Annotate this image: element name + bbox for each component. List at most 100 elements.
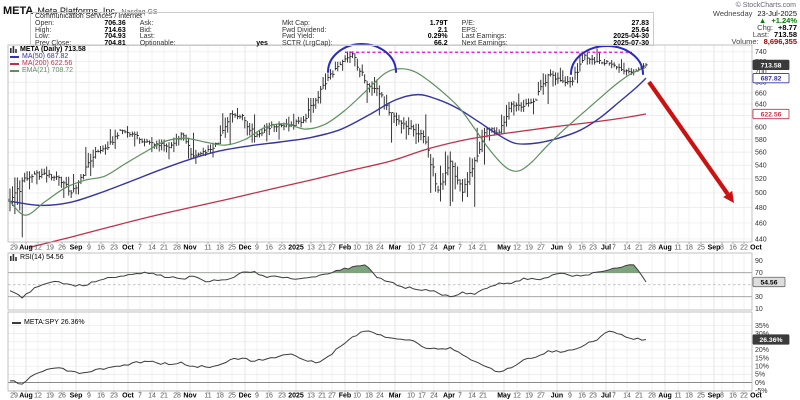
svg-text:Oct: Oct <box>750 393 762 400</box>
ema21-label: EMA(21) <box>22 67 50 74</box>
svg-text:May: May <box>497 393 511 400</box>
svg-text:19: 19 <box>525 245 533 252</box>
change-row: Chg: +8.77 <box>627 24 797 32</box>
svg-text:25: 25 <box>697 245 705 252</box>
price-panel-legend: META (Daily) 713.58 MA(50) 687.82 MA(200… <box>10 46 86 74</box>
rsi-line <box>9 264 647 299</box>
svg-text:24: 24 <box>430 245 438 252</box>
svg-text:22: 22 <box>740 393 748 400</box>
svg-text:540: 540 <box>755 163 767 170</box>
svg-text:9: 9 <box>87 245 91 252</box>
svg-text:21: 21 <box>160 393 168 400</box>
svg-text:Jun: Jun <box>551 393 563 400</box>
svg-text:9: 9 <box>568 245 572 252</box>
svg-text:16: 16 <box>97 393 105 400</box>
quote-row: Open: 706.36 <box>35 20 126 28</box>
quote-column: Mkt Cap: 1.79T Fwd Dividend: 2.1 Fwd Yield: 0… <box>281 20 448 47</box>
svg-text:Feb: Feb <box>339 393 351 400</box>
ratio-label: META:SPY <box>24 319 59 326</box>
quote-column: Ask: Bid: Last: Optionable: yes <box>140 20 268 47</box>
svg-text:Mar: Mar <box>389 393 402 400</box>
svg-text:Sep: Sep <box>70 393 83 400</box>
ratio-line-swatch <box>12 321 21 324</box>
grid-lines <box>8 45 752 391</box>
svg-text:8: 8 <box>720 245 724 252</box>
percent-change-row: ▲ +1.24% <box>627 17 797 25</box>
svg-text:21: 21 <box>318 245 326 252</box>
quote-label: Mkt Cap: <box>281 20 310 27</box>
svg-text:16: 16 <box>265 393 273 400</box>
svg-text:14: 14 <box>148 393 156 400</box>
svg-text:28: 28 <box>173 393 181 400</box>
quote-label: Fwd Yield: <box>281 33 315 41</box>
quote-label: EPS: <box>461 26 478 34</box>
date-row: Wednesday 23-Jul-2025 <box>627 9 797 18</box>
svg-text:16: 16 <box>729 393 737 400</box>
svg-text:29: 29 <box>10 393 18 400</box>
svg-text:0%: 0% <box>755 380 765 387</box>
svg-text:26: 26 <box>58 245 66 252</box>
ratio-panel-legend: META:SPY 26.36% <box>12 319 85 326</box>
svg-text:Sep: Sep <box>70 245 83 252</box>
quote-value: 2.1 <box>437 26 448 34</box>
rsi-series-icon <box>10 254 17 261</box>
volume-value: 8,696,355 <box>763 36 797 46</box>
svg-text:Dec: Dec <box>239 245 252 252</box>
last-row: Last: 713.58 <box>627 30 797 39</box>
svg-text:25: 25 <box>697 393 705 400</box>
svg-text:14: 14 <box>468 245 476 252</box>
svg-text:19: 19 <box>525 393 533 400</box>
svg-text:2025: 2025 <box>288 245 304 252</box>
svg-text:18: 18 <box>216 393 224 400</box>
double-top-arc-2 <box>570 45 644 75</box>
quote-value: 1.79T <box>429 20 448 27</box>
svg-text:23: 23 <box>110 393 118 400</box>
svg-text:54.56: 54.56 <box>760 279 777 286</box>
svg-text:21: 21 <box>635 393 643 400</box>
svg-text:23: 23 <box>589 393 597 400</box>
date-value: 23-Jul-2025 <box>757 9 797 18</box>
svg-text:90: 90 <box>755 258 763 265</box>
ma50-line-swatch <box>10 55 19 58</box>
svg-text:27: 27 <box>328 393 336 400</box>
quote-row: EPS: 25.64 <box>461 26 649 35</box>
quote-value: 704.81 <box>104 39 126 47</box>
svg-text:460: 460 <box>755 220 767 227</box>
quote-row: Fwd Yield: 0.29% <box>281 33 448 41</box>
quote-value: 66.2 <box>434 39 448 47</box>
svg-text:21: 21 <box>479 393 487 400</box>
ema21-value: 708.72 <box>51 67 73 74</box>
ratio-axis-box: 26.36% <box>752 334 790 345</box>
svg-text:7: 7 <box>138 245 142 252</box>
price-axis-box-687.82: 687.82 <box>752 73 790 84</box>
svg-text:Sep: Sep <box>708 393 721 400</box>
quote-label: Last Earnings: <box>461 33 507 41</box>
svg-text:12: 12 <box>513 245 521 252</box>
svg-text:20%: 20% <box>755 347 769 354</box>
svg-text:660: 660 <box>755 90 767 97</box>
svg-text:580: 580 <box>755 137 767 144</box>
svg-text:8: 8 <box>720 393 724 400</box>
price-axis-box-713.58: 713.58 <box>752 59 790 70</box>
rsi-overbought-fill <box>10 264 646 273</box>
svg-text:600: 600 <box>755 125 767 132</box>
svg-text:23: 23 <box>110 245 118 252</box>
svg-text:10: 10 <box>353 393 361 400</box>
svg-text:Oct: Oct <box>750 245 762 252</box>
svg-text:-5%: -5% <box>755 388 767 395</box>
quote-row: Bid: <box>140 27 268 35</box>
svg-text:7: 7 <box>612 245 616 252</box>
quote-row: Next Earnings: 2025-07-30 <box>461 39 649 48</box>
svg-text:2025: 2025 <box>288 393 304 400</box>
svg-text:480: 480 <box>755 205 767 212</box>
quote-label: Next Earnings: <box>461 39 508 47</box>
rsi-panel <box>7 252 753 311</box>
quote-value: 704.93 <box>104 33 126 41</box>
svg-text:Apr: Apr <box>443 393 455 400</box>
ma200-value: 622.56 <box>50 60 73 67</box>
rsi-label: RSI(14) <box>20 254 45 261</box>
volume-label: Volume: <box>731 36 759 46</box>
quote-value: yes <box>256 39 268 47</box>
svg-text:622.56: 622.56 <box>761 111 782 118</box>
